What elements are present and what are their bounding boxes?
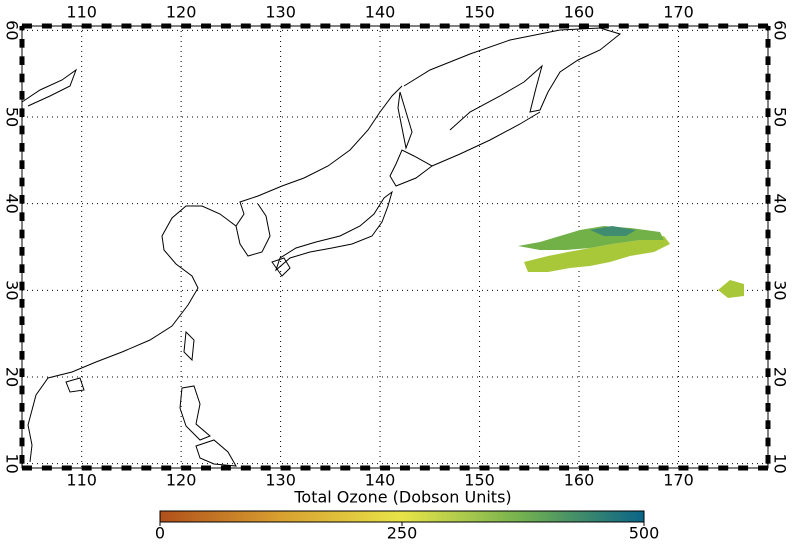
lat-label-right: 50 [771,107,790,127]
honshu [274,190,393,272]
taiwan [183,330,195,362]
lat-label-left: 10 [3,453,22,473]
kuril-chain [431,111,541,167]
colorbar-ticks: 0 250 500 [155,522,659,543]
north-coast [21,68,78,107]
lon-label-top: 150 [464,3,495,22]
axes: 110 110 120 120 130 130 140 140 150 150 160 160 170 1… [3,3,790,490]
luzon [179,385,211,441]
lon-label-bottom: 110 [66,471,97,490]
lon-label-top: 160 [564,3,595,22]
visayas [195,439,237,467]
lat-label-right: 40 [771,193,790,213]
lat-label-left: 20 [3,367,22,387]
china-coast [27,85,403,463]
colorbar-title: Total Ozone (Dobson Units) [293,488,511,507]
lat-label-left: 50 [3,107,22,127]
lat-label-right: 60 [771,20,790,40]
lon-label-top: 110 [66,3,97,22]
kamchatka [403,27,622,131]
lat-label-left: 30 [3,280,22,300]
lon-label-top: 170 [663,3,694,22]
lat-label-right: 10 [771,453,790,473]
ozone-patches [518,226,744,298]
hainan [65,377,85,393]
ozone-region [524,236,670,272]
lat-label-left: 40 [3,193,22,213]
colorbar-tick-label: 500 [629,524,660,543]
lon-label-bottom: 130 [265,471,296,490]
lon-label-top: 120 [166,3,197,22]
colorbar-tick-label: 250 [387,524,418,543]
lon-label-bottom: 170 [663,471,694,490]
lon-label-top: 130 [265,3,296,22]
ozone-region [590,226,636,236]
lon-label-bottom: 150 [464,471,495,490]
lon-label-bottom: 120 [166,471,197,490]
sakhalin [397,91,413,150]
korea [235,203,271,257]
lat-label-left: 60 [3,20,22,40]
ozone-region [718,280,744,298]
lat-label-right: 30 [771,280,790,300]
kyushu [271,257,291,277]
colorbar [159,510,645,523]
coastlines [21,27,622,467]
lon-label-bottom: 140 [365,471,396,490]
hokkaido [389,149,433,187]
lon-label-bottom: 160 [564,471,595,490]
lat-label-right: 20 [771,367,790,387]
colorbar-tick-label: 0 [155,524,165,543]
lon-label-top: 140 [365,3,396,22]
